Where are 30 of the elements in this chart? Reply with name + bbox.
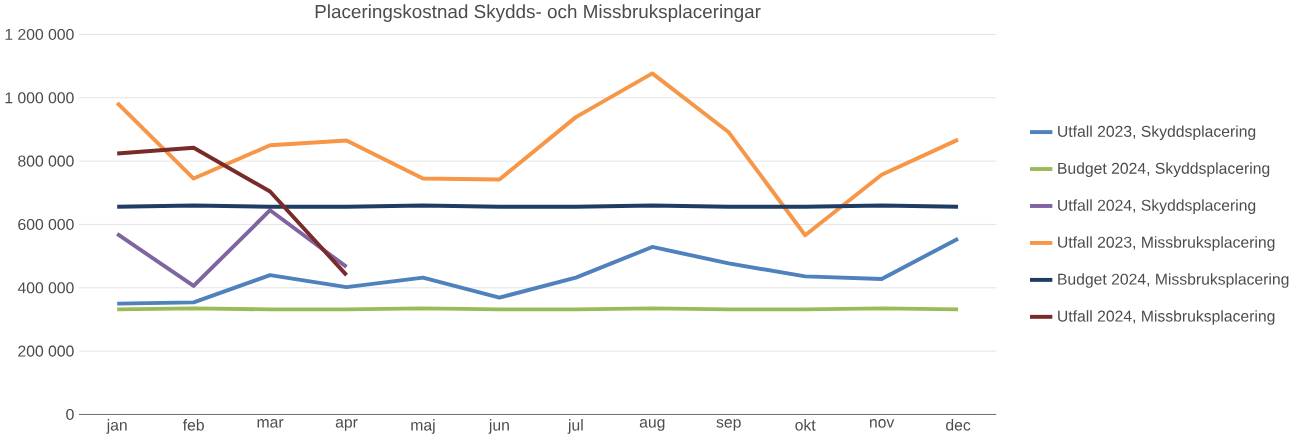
x-tick-label: aug <box>639 419 665 431</box>
x-tick-label: apr <box>335 419 358 431</box>
legend-label: Budget 2024, Skyddsplacering <box>1058 162 1270 177</box>
x-tick-label: mar <box>257 419 284 428</box>
x-tick-label: okt <box>795 419 816 431</box>
legend-label: Utfall 2024, Missbruksplacering <box>1058 310 1275 325</box>
y-tick-label: 400 000 <box>17 282 74 294</box>
x-tick-label: feb <box>182 419 204 431</box>
chart-title: Placeringskostnad Skydds- och Missbruksplaceringar <box>315 4 761 22</box>
y-tick-label: 600 000 <box>18 218 74 230</box>
line-series <box>115 236 961 306</box>
line-series <box>115 71 961 238</box>
y-tick-label: 1 200 000 <box>5 28 74 40</box>
legend-label: Budget 2024, Missbruksplacering <box>1058 273 1289 288</box>
x-tick-label: nov <box>870 419 895 428</box>
x-tick-label: jul <box>567 419 583 434</box>
x-tick-label: jan <box>106 419 127 434</box>
x-tick-label: dec <box>946 419 971 431</box>
line-series <box>115 208 349 288</box>
y-tick-label: 800 000 <box>18 155 74 167</box>
legend-label: Utfall 2023, Missbruksplacering <box>1058 236 1275 251</box>
y-tick-label: 1 000 000 <box>5 92 74 104</box>
x-tick-label: jun <box>488 419 509 434</box>
line-series <box>115 145 349 278</box>
legend-label: Utfall 2024, Skyddsplacering <box>1058 199 1256 214</box>
x-tick-label: maj <box>411 419 435 434</box>
legend-label: Utfall 2023, Skyddsplacering <box>1058 125 1256 141</box>
y-tick-label: 0 <box>66 408 74 420</box>
y-tick-label: 200 000 <box>18 345 74 357</box>
x-tick-label: sep <box>716 419 741 431</box>
